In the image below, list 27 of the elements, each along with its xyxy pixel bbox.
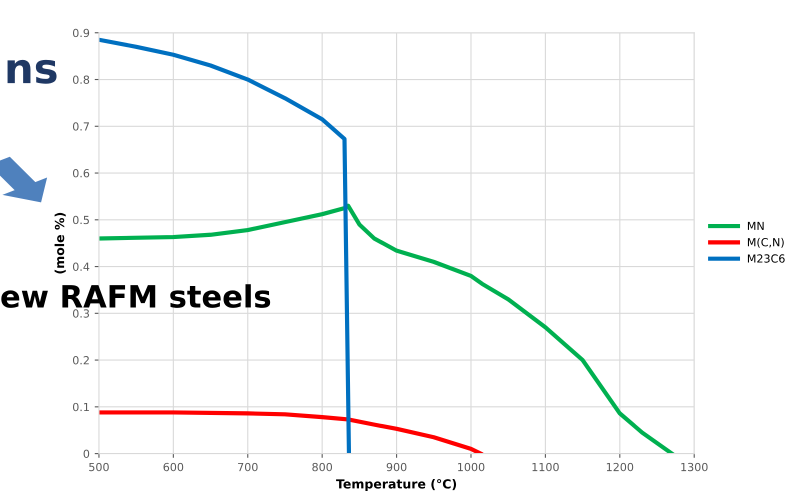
- x-tick-label: 1100: [532, 462, 559, 472]
- y-tick-label: 0.5: [72, 216, 89, 224]
- x-tick-label: 1000: [458, 462, 484, 472]
- y-tick-label: 0.7: [72, 122, 89, 131]
- x-tick-label: 600: [164, 462, 184, 472]
- y-tick-label: 0.9: [72, 28, 90, 38]
- x-tick-label: 900: [386, 462, 406, 472]
- line-series: [98, 410, 483, 454]
- y-tick-label: 0.1: [72, 402, 89, 412]
- x-tick-label: 800: [312, 462, 332, 472]
- y-tick-label: 0: [84, 450, 90, 458]
- y-tick-label: 0.8: [72, 75, 90, 84]
- text: ns: [8, 60, 57, 84]
- y-tick-label: 0.6: [72, 169, 90, 178]
- x-tick-label: 500: [89, 462, 109, 472]
- annotation: ew RAFM steels: [1, 284, 270, 308]
- x-tick-label: 1200: [606, 462, 634, 472]
- y-tick-label: 0.2: [72, 356, 89, 364]
- x-tick-label: 700: [238, 462, 258, 472]
- legend-label: MN: [748, 222, 764, 230]
- legend-label: M23C6: [748, 254, 785, 263]
- legend-label: M(C,N): [748, 238, 784, 248]
- y-tick-label: 0.4: [72, 262, 90, 271]
- x-axis-title: Temperature (°C): [336, 478, 456, 492]
- y-axis-title: (mole %): [54, 212, 66, 274]
- y-tick-label: 0.3: [72, 309, 90, 318]
- x-tick-label: 1300: [681, 462, 708, 472]
